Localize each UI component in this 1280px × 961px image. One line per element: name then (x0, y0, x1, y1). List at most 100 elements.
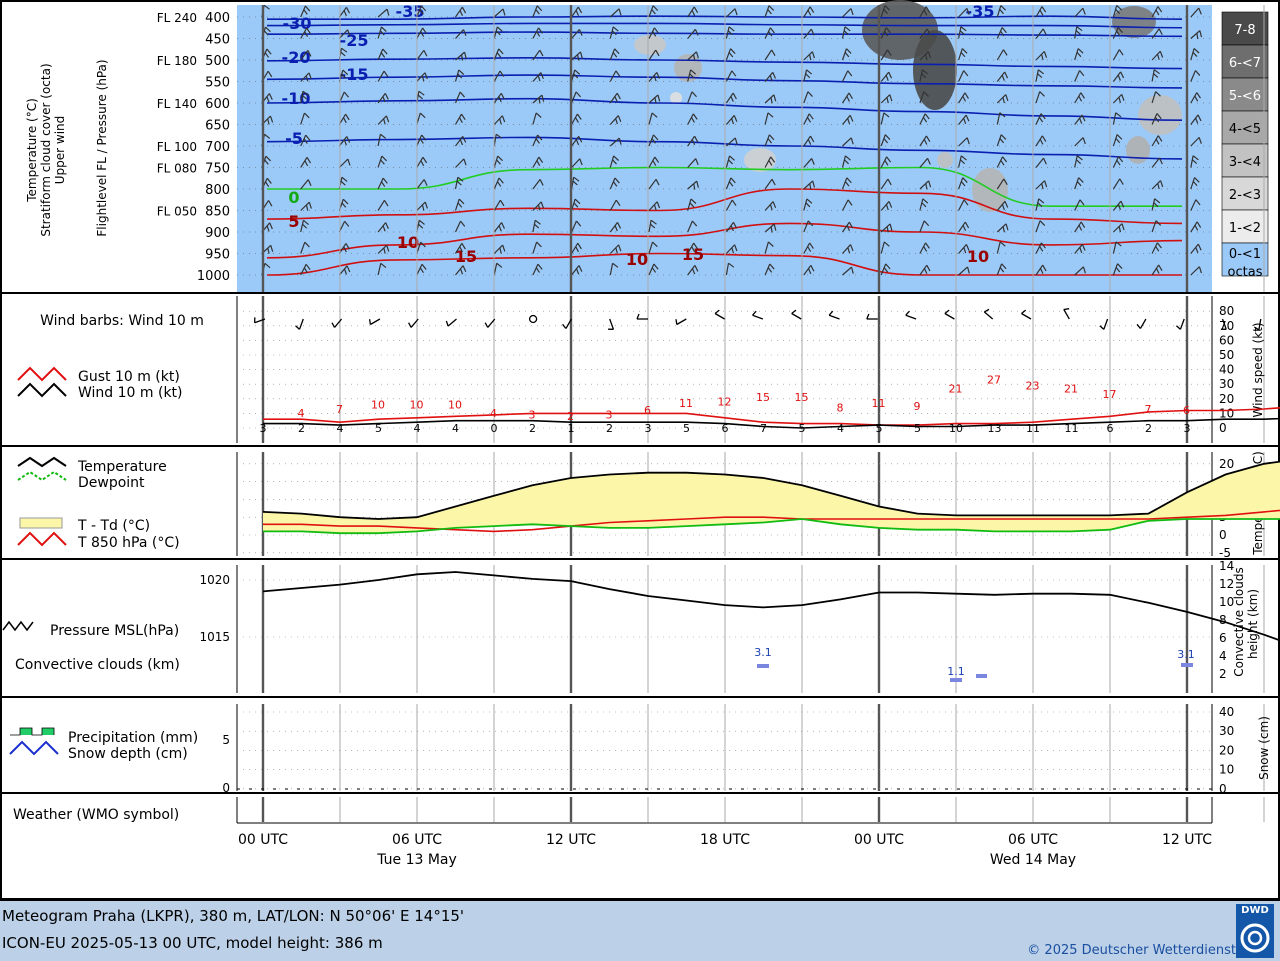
gust-value-label: 23 (1026, 379, 1040, 392)
upper-wind-barb (842, 221, 854, 233)
pressure-tick-label: 600 (205, 97, 230, 112)
upper-air-axis-title: Stratiform cloud cover (octa) (39, 63, 53, 236)
isotherm-label: 15 (682, 245, 704, 264)
upper-wind-barb (300, 72, 312, 82)
upper-wind-barb (1190, 243, 1202, 254)
surface-wind-barb (1099, 318, 1109, 330)
upper-wind-barb (880, 201, 893, 211)
upper-wind-barb (300, 134, 311, 147)
upper-wind-barb (532, 179, 544, 190)
upper-wind-barb (687, 51, 699, 61)
surface-wind-barb (408, 318, 419, 328)
upper-wind-barb (880, 178, 892, 190)
upper-wind-barb (455, 29, 467, 39)
upper-wind-barb (1190, 136, 1202, 147)
flight-level-label: FL 180 (157, 54, 197, 68)
wind-value-label: 2 (1145, 422, 1152, 435)
wind-value-label: 4 (837, 422, 844, 435)
upper-wind-barb (764, 49, 776, 61)
upper-wind-barb (1074, 243, 1086, 254)
upper-wind-barb (454, 113, 466, 125)
cloud-legend-label: 1-<2 (1229, 221, 1261, 236)
upper-wind-barb (609, 244, 622, 254)
upper-wind-barb (609, 8, 622, 18)
upper-wind-barb (1190, 92, 1201, 104)
surface-wind-barb (1136, 318, 1147, 329)
upper-wind-barb (919, 28, 931, 39)
cloud-legend-swatch (1221, 176, 1269, 211)
wind-tick-label: 0 (1219, 421, 1227, 435)
pressure-tick-label: 700 (205, 140, 230, 155)
dwd-logo: DWD (1236, 904, 1274, 958)
surface-wind-barb (636, 313, 648, 320)
upper-wind-barb (958, 199, 969, 211)
surface-wind-barb (1063, 308, 1070, 320)
upper-wind-barb (609, 177, 620, 190)
upper-wind-barb (764, 223, 777, 233)
upper-wind-barb (1112, 49, 1124, 61)
pressure-tick-label: 550 (205, 76, 230, 91)
conv-tick-label: 6 (1219, 631, 1227, 645)
upper-wind-barb (532, 241, 542, 254)
flight-level-label: FL 140 (157, 97, 197, 111)
upper-wind-barb (764, 201, 777, 211)
flight-level-label: FL 240 (157, 11, 197, 25)
upper-wind-barb (1151, 69, 1160, 82)
upper-wind-barb (764, 71, 777, 82)
upper-wind-barb (919, 242, 930, 254)
upper-wind-barb (880, 27, 891, 39)
upper-wind-barb (841, 155, 851, 168)
surface-wind-barb (254, 317, 266, 324)
upper-wind-barb (648, 263, 659, 276)
upper-wind-barb (803, 264, 815, 276)
surface-wind-barb (1220, 318, 1227, 330)
pressure-tick-label: 1015 (199, 630, 230, 644)
surface-wind-barb (1175, 318, 1185, 330)
upper-wind-barb (338, 6, 351, 18)
upper-wind-barb (958, 114, 970, 125)
outer-frame (0, 0, 1280, 900)
precip-legend-swatch (10, 727, 55, 736)
cloud-legend-label: 6-<7 (1229, 56, 1261, 71)
upper-wind-barb (1112, 223, 1125, 233)
upper-wind-barb (725, 115, 738, 125)
wind-value-label: 3 (1184, 422, 1191, 435)
upper-wind-barb (803, 220, 814, 233)
surface-wind-barb (295, 318, 304, 330)
upper-wind-barb (377, 262, 387, 276)
surface-wind-barb (484, 318, 496, 328)
upper-wind-barb (687, 242, 698, 254)
upper-wind-barb (1035, 91, 1045, 104)
cloud-legend-swatch (1221, 44, 1269, 79)
upper-wind-barb (377, 200, 389, 211)
cloud-legend-label: 5-<6 (1229, 89, 1261, 104)
upper-wind-barb (687, 198, 697, 211)
gust-value-label: 11 (872, 397, 886, 410)
upper-wind-barb (1035, 242, 1046, 254)
upper-wind-barb (455, 136, 467, 147)
isotherm-label: -20 (282, 48, 311, 67)
isotherm-label: -30 (283, 14, 312, 33)
wind-value-label: 3 (260, 422, 267, 435)
cloud-cover-area (913, 30, 957, 110)
isotherm-label: 10 (397, 233, 419, 252)
upper-wind-barb (493, 155, 503, 168)
gust-value-label: 2 (567, 410, 574, 423)
upper-wind-barb (455, 51, 467, 61)
upper-wind-barb (648, 241, 658, 254)
pressure-tick-label: 400 (205, 11, 230, 26)
upper-wind-barb (416, 27, 427, 39)
upper-wind-barb (377, 70, 389, 82)
pressure-tick-label: 450 (205, 33, 230, 48)
upper-wind-barb (532, 263, 543, 276)
wind-tick-label: 50 (1219, 348, 1234, 362)
upper-wind-barb (996, 178, 1008, 190)
upper-wind-barb (571, 158, 583, 168)
wind-legend: Wind 10 m (kt) (78, 385, 183, 401)
dwd-logo-text: DWD (1241, 905, 1269, 916)
t850-line (263, 509, 1280, 533)
pressure-tick-label: 750 (205, 162, 230, 177)
upper-wind-barb (1112, 112, 1122, 125)
upper-wind-barb (648, 112, 658, 125)
surface-wind-barbs (254, 308, 1262, 331)
